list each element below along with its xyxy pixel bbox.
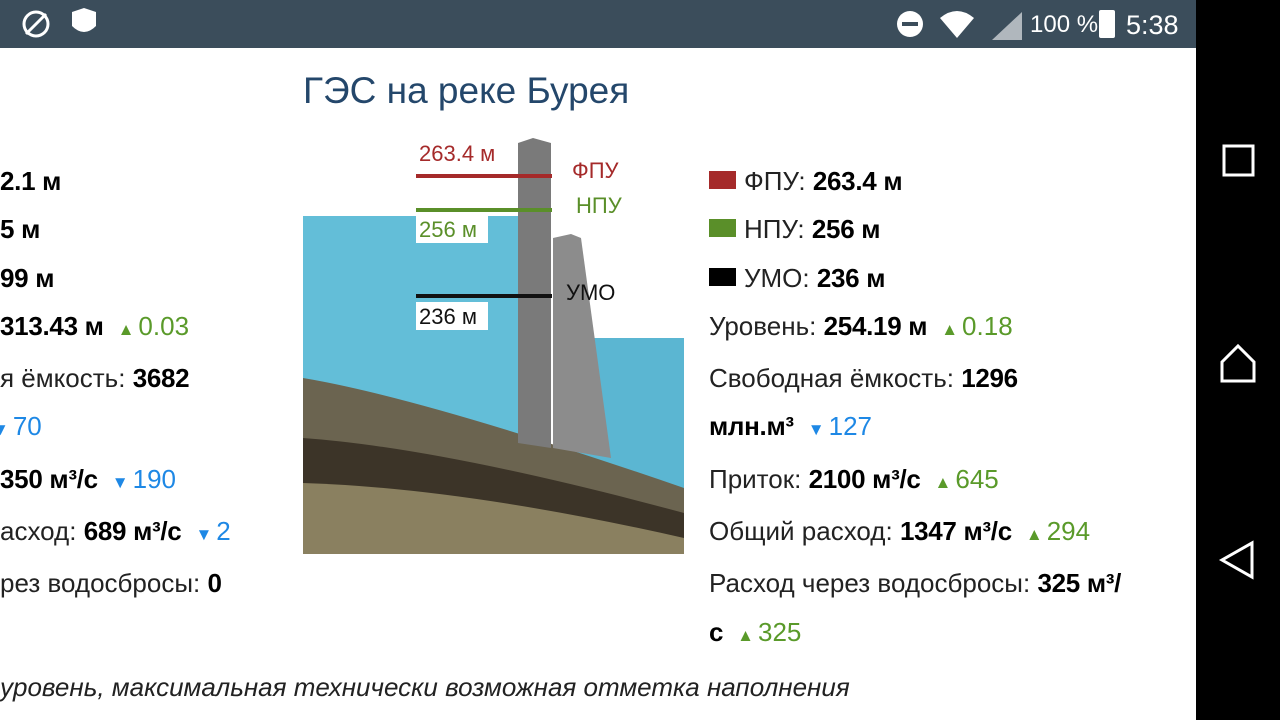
info-row: 99 м (0, 254, 300, 302)
info-label: УМО: (744, 262, 810, 293)
delta: ▼ 70 (0, 411, 42, 441)
delta: ▲ 294 (1026, 516, 1090, 546)
info-value: 3682 (132, 363, 190, 394)
info-value: 0 (207, 568, 222, 599)
info-row: 5 м (0, 205, 300, 253)
trend-arrow: ▲ (117, 319, 135, 339)
delta: ▼ 2 (195, 516, 230, 546)
info-value: 5 м (0, 214, 41, 245)
info-row: НПУ: 256 м (709, 205, 1159, 253)
info-value: 254.19 м (823, 310, 928, 341)
legend-swatch (709, 219, 736, 238)
trend-arrow: ▼ (807, 420, 825, 440)
info-value: 689 м³/с (83, 516, 182, 547)
left-panel: 2.1 м 5 м 99 м 313.43 м ▲ 0.03 я ёмкость: 3682… (0, 157, 300, 608)
info-row: я ёмкость: 3682 (0, 354, 300, 402)
info-label: Приток: (709, 463, 802, 494)
delta-value: 190 (132, 463, 176, 494)
trend-arrow: ▼ (0, 420, 9, 440)
clock: 5:38 (1126, 10, 1179, 40)
level-value: 263.4 м (419, 141, 495, 166)
info-row: асход: 689 м³/с ▼ 2 (0, 507, 300, 559)
info-value: 2100 м³/с (808, 463, 921, 494)
info-row: ФПУ: 263.4 м (709, 157, 1159, 205)
delta-value: 645 (955, 463, 999, 494)
legend-swatch (709, 267, 736, 286)
delta-value: 325 (758, 616, 802, 647)
legend-swatch (709, 171, 736, 189)
status-bar: 100 % 5:38 (0, 0, 1196, 48)
info-row: 313.43 м ▲ 0.03 (0, 302, 300, 354)
info-row: Общий расход: 1347 м³/с ▲ 294 (709, 507, 1159, 559)
info-label: ФПУ: (744, 166, 806, 196)
info-value: 2.1 м (0, 166, 62, 196)
info-row: Приток: 2100 м³/с ▲ 645 (709, 455, 1159, 507)
page-title: ГЭС на реке Бурея (303, 70, 630, 111)
recents-button[interactable] (1222, 144, 1255, 177)
info-row: 2.1 м (0, 157, 300, 205)
info-label: Свободная ёмкость: (709, 363, 954, 394)
label-bg (416, 215, 488, 243)
info-row: УМО: 236 м (709, 254, 1159, 302)
info-label: Расход через водосбросы: (709, 568, 1031, 599)
delta-value: 127 (828, 411, 872, 442)
info-row: ▼ 70 (0, 402, 300, 454)
trend-arrow: ▼ (111, 472, 129, 492)
info-label: асход: (0, 516, 77, 547)
back-button[interactable] (1218, 540, 1254, 580)
info-row: Уровень: 254.19 м ▲ 0.18 (709, 302, 1159, 354)
info-label: рез водосбросы: (0, 568, 201, 599)
delta: ▼ 190 (112, 464, 176, 494)
status-icons (22, 8, 1115, 40)
info-value: 350 м³/с (0, 463, 98, 494)
level-name: НПУ (576, 193, 623, 218)
info-value: 99 м (0, 262, 55, 293)
info-row: 350 м³/с ▼ 190 (0, 455, 300, 507)
trend-arrow: ▼ (195, 525, 213, 545)
delta-value: 0.18 (962, 310, 1013, 341)
info-label: Общий расход: (709, 516, 893, 547)
delta-value: 294 (1046, 516, 1091, 547)
dam-diagram: 263.4 м ФПУ 256 м НПУ 236 м УМО (303, 138, 684, 554)
battery-text: 100 % (1030, 11, 1099, 38)
delta: ▼ 127 (808, 411, 872, 441)
delta: ▲ 0.18 (941, 311, 1012, 341)
info-label: Уровень: (709, 310, 817, 341)
level-name: ФПУ (572, 158, 620, 183)
info-row: рез водосбросы: 0 (0, 559, 300, 607)
info-value: 1347 м³/с (899, 516, 1012, 547)
trend-arrow: ▲ (941, 319, 959, 339)
home-button[interactable] (1220, 343, 1256, 383)
delta-value: 0.03 (138, 310, 190, 341)
trend-arrow: ▲ (1025, 525, 1043, 545)
info-label: я ёмкость: (0, 363, 126, 394)
delta-value: 70 (12, 411, 42, 442)
right-panel: ФПУ: 263.4 м НПУ: 256 м УМО: 236 м Уровень:… (709, 157, 1159, 660)
delta: ▲ 0.03 (118, 311, 189, 341)
info-row: Свободная ёмкость: 1296 млн.м³ ▼ 127 (709, 354, 1159, 455)
level-name: УМО (566, 280, 615, 305)
info-value: 313.43 м (0, 310, 104, 341)
trend-arrow: ▲ (737, 625, 754, 645)
navigation-bar (1196, 0, 1280, 720)
delta: ▲ 325 (737, 617, 801, 647)
footnote: уровень, максимальная технически возможн… (0, 672, 850, 702)
info-value: 1296 млн.м³ (709, 363, 1018, 442)
label-bg (416, 302, 488, 330)
level-value: 256 м (419, 217, 477, 242)
info-value: 236 м (816, 262, 886, 293)
info-label: НПУ: (744, 214, 805, 245)
info-value: 256 м (811, 214, 881, 245)
nav-icons (1218, 144, 1256, 580)
level-markers: 263.4 м ФПУ 256 м НПУ 236 м УМО (416, 141, 623, 330)
level-value: 236 м (419, 304, 477, 329)
info-value: 325 м³/с (709, 568, 1122, 647)
info-row: Расход через водосбросы: 325 м³/с ▲ 325 (709, 559, 1159, 660)
delta: ▲ 645 (935, 464, 999, 494)
trend-arrow: ▲ (934, 472, 952, 492)
delta-value: 2 (216, 516, 231, 547)
info-value: 263.4 м (812, 166, 903, 196)
